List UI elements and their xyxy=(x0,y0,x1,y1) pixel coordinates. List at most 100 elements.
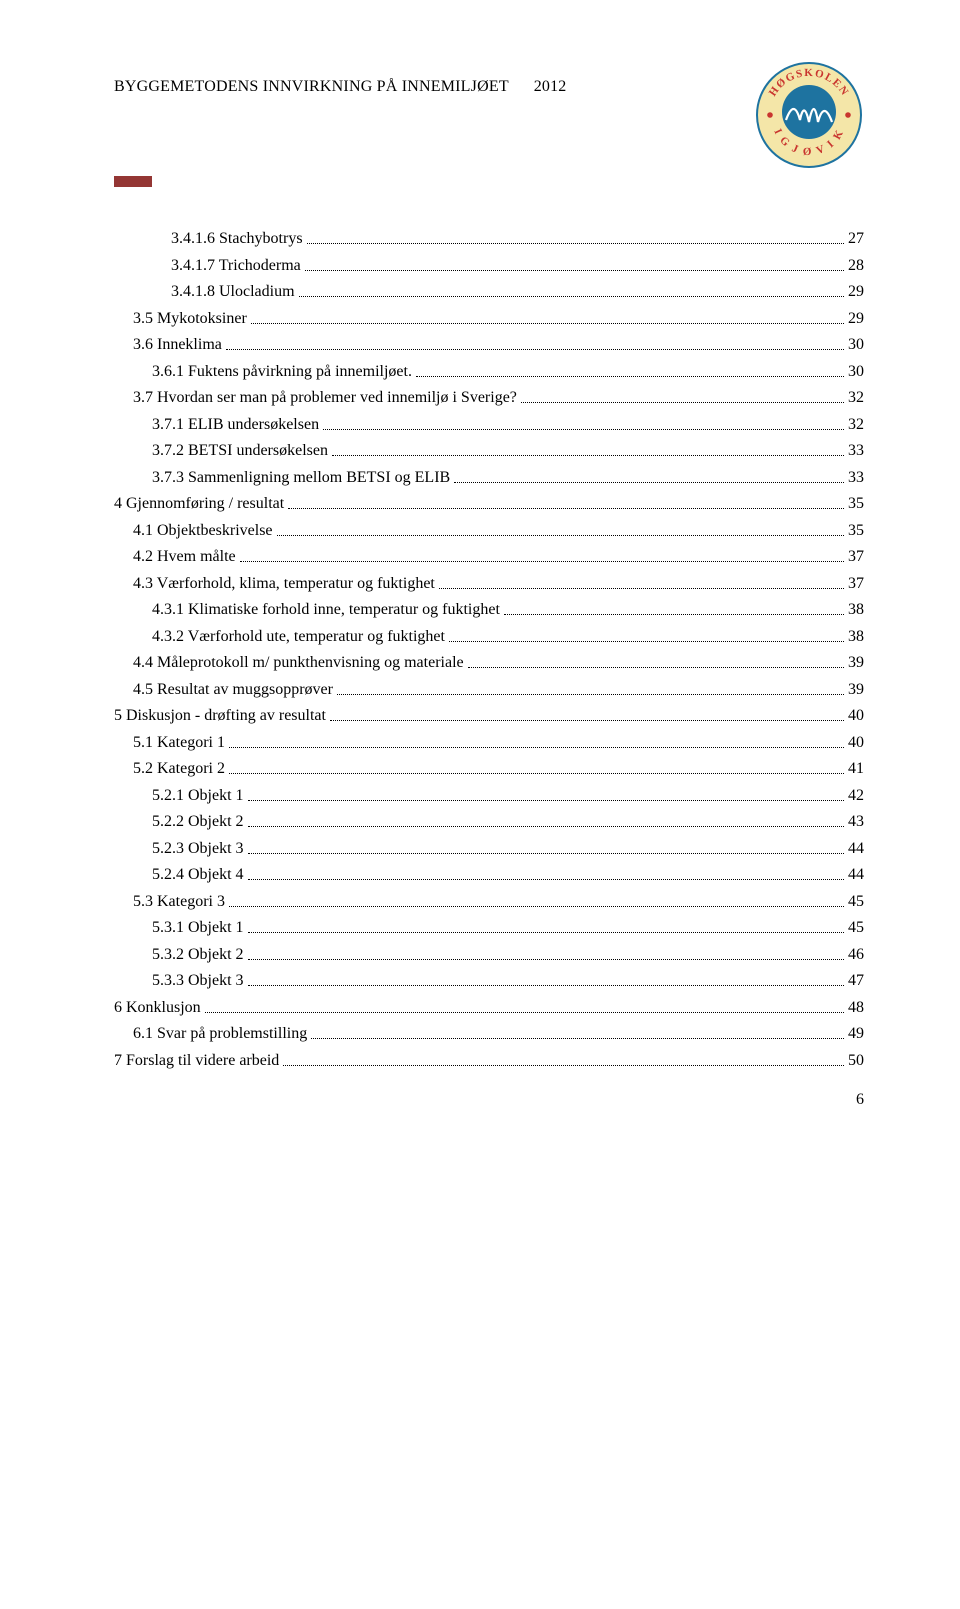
institution-logo: HØGSKOLEN I G J Ø V I K xyxy=(754,60,864,170)
toc-entry: 5.1 Kategori 140 xyxy=(133,735,864,751)
toc-entry: 4.3.1 Klimatiske forhold inne, temperatu… xyxy=(152,602,864,618)
page-number: 6 xyxy=(114,1091,864,1109)
toc-entry: 5 Diskusjon - drøfting av resultat40 xyxy=(114,708,864,724)
toc-entry: 6 Konklusjon48 xyxy=(114,1000,864,1016)
toc-entry-label: 3.6.1 Fuktens påvirkning på innemiljøet. xyxy=(152,364,412,380)
toc-leader-dots xyxy=(332,455,844,456)
toc-entry-label: 4.3.2 Værforhold ute, temperatur og fukt… xyxy=(152,629,445,645)
toc-entry: 5.3.2 Objekt 246 xyxy=(152,947,864,963)
toc-entry: 3.7 Hvordan ser man på problemer ved inn… xyxy=(133,390,864,406)
document-year: 2012 xyxy=(534,78,567,95)
toc-entry-page: 38 xyxy=(848,602,864,618)
toc-leader-dots xyxy=(311,1038,844,1039)
toc-entry: 5.2.4 Objekt 444 xyxy=(152,867,864,883)
toc-entry-page: 46 xyxy=(848,947,864,963)
toc-leader-dots xyxy=(248,879,844,880)
toc-entry-page: 39 xyxy=(848,655,864,671)
toc-entry: 5.3.1 Objekt 1 45 xyxy=(152,920,864,936)
toc-entry-label: 4.2 Hvem målte xyxy=(133,549,236,565)
toc-leader-dots xyxy=(449,641,844,642)
toc-entry: 4.1 Objektbeskrivelse 35 xyxy=(133,523,864,539)
toc-entry-label: 3.7.3 Sammenligning mellom BETSI og ELIB xyxy=(152,470,450,486)
toc-leader-dots xyxy=(229,906,844,907)
toc-entry-label: 3.7 Hvordan ser man på problemer ved inn… xyxy=(133,390,517,406)
toc-entry-page: 37 xyxy=(848,549,864,565)
toc-entry-label: 4 Gjennomføring / resultat xyxy=(114,496,284,512)
toc-entry-page: 28 xyxy=(848,258,864,274)
toc-leader-dots xyxy=(248,932,844,933)
toc-leader-dots xyxy=(416,376,844,377)
toc-entry-page: 40 xyxy=(848,708,864,724)
toc-entry-page: 30 xyxy=(848,364,864,380)
toc-entry: 3.7.3 Sammenligning mellom BETSI og ELIB… xyxy=(152,470,864,486)
toc-leader-dots xyxy=(439,588,844,589)
toc-entry-label: 3.7.1 ELIB undersøkelsen xyxy=(152,417,319,433)
toc-entry: 4.2 Hvem målte 37 xyxy=(133,549,864,565)
toc-entry-page: 30 xyxy=(848,337,864,353)
toc-entry: 5.3.3 Objekt 3 47 xyxy=(152,973,864,989)
toc-entry: 3.6 Inneklima 30 xyxy=(133,337,864,353)
toc-entry-page: 45 xyxy=(848,920,864,936)
toc-entry: 5.2 Kategori 2 41 xyxy=(133,761,864,777)
toc-entry-page: 41 xyxy=(848,761,864,777)
toc-entry-page: 33 xyxy=(848,470,864,486)
toc-leader-dots xyxy=(229,747,844,748)
toc-entry: 3.4.1.7 Trichoderma28 xyxy=(171,258,864,274)
toc-leader-dots xyxy=(248,985,844,986)
toc-entry: 4.5 Resultat av muggsopprøver 39 xyxy=(133,682,864,698)
toc-entry-page: 45 xyxy=(848,894,864,910)
toc-entry-label: 5.2 Kategori 2 xyxy=(133,761,225,777)
toc-leader-dots xyxy=(283,1065,844,1066)
toc-leader-dots xyxy=(299,296,844,297)
toc-entry-page: 32 xyxy=(848,390,864,406)
toc-entry-page: 47 xyxy=(848,973,864,989)
table-of-contents: 3.4.1.6 Stachybotrys27 3.4.1.7 Trichoderm… xyxy=(114,231,864,1069)
toc-entry-label: 4.3.1 Klimatiske forhold inne, temperatu… xyxy=(152,602,500,618)
toc-entry: 5.2.3 Objekt 344 xyxy=(152,841,864,857)
toc-entry-label: 4.5 Resultat av muggsopprøver xyxy=(133,682,333,698)
toc-leader-dots xyxy=(454,482,844,483)
toc-entry-label: 5.3.1 Objekt 1 xyxy=(152,920,244,936)
toc-leader-dots xyxy=(277,535,844,536)
toc-leader-dots xyxy=(305,270,844,271)
toc-leader-dots xyxy=(248,800,844,801)
toc-leader-dots xyxy=(307,243,844,244)
toc-entry-label: 6.1 Svar på problemstilling xyxy=(133,1026,307,1042)
toc-entry-page: 43 xyxy=(848,814,864,830)
toc-entry-label: 3.7.2 BETSI undersøkelsen xyxy=(152,443,328,459)
toc-entry: 5.2.1 Objekt 142 xyxy=(152,788,864,804)
toc-entry-page: 39 xyxy=(848,682,864,698)
toc-leader-dots xyxy=(248,959,844,960)
toc-entry-page: 33 xyxy=(848,443,864,459)
toc-entry-page: 27 xyxy=(848,231,864,247)
accent-bar xyxy=(114,176,152,187)
toc-leader-dots xyxy=(229,773,844,774)
toc-entry-page: 49 xyxy=(848,1026,864,1042)
toc-entry-label: 4.1 Objektbeskrivelse xyxy=(133,523,273,539)
toc-entry-label: 3.4.1.8 Ulocladium xyxy=(171,284,295,300)
toc-leader-dots xyxy=(323,429,844,430)
toc-entry-page: 48 xyxy=(848,1000,864,1016)
toc-leader-dots xyxy=(248,853,844,854)
header-title-block: BYGGEMETODENS INNVIRKNING PÅ INNEMILJØET… xyxy=(114,60,567,96)
toc-entry-page: 50 xyxy=(848,1053,864,1069)
toc-entry-label: 5.3 Kategori 3 xyxy=(133,894,225,910)
page-header: BYGGEMETODENS INNVIRKNING PÅ INNEMILJØET… xyxy=(114,60,864,170)
toc-entry-label: 5.3.3 Objekt 3 xyxy=(152,973,244,989)
toc-entry: 3.7.2 BETSI undersøkelsen 33 xyxy=(152,443,864,459)
toc-entry-page: 37 xyxy=(848,576,864,592)
toc-entry-page: 35 xyxy=(848,523,864,539)
toc-entry: 5.3 Kategori 3 45 xyxy=(133,894,864,910)
toc-leader-dots xyxy=(504,614,844,615)
toc-entry: 7 Forslag til videre arbeid50 xyxy=(114,1053,864,1069)
toc-entry: 3.7.1 ELIB undersøkelsen 32 xyxy=(152,417,864,433)
toc-entry-page: 32 xyxy=(848,417,864,433)
toc-entry-label: 3.6 Inneklima xyxy=(133,337,222,353)
toc-entry-page: 44 xyxy=(848,867,864,883)
toc-entry: 4.3.2 Værforhold ute, temperatur og fukt… xyxy=(152,629,864,645)
toc-leader-dots xyxy=(205,1012,844,1013)
toc-entry: 3.4.1.6 Stachybotrys27 xyxy=(171,231,864,247)
toc-leader-dots xyxy=(521,402,844,403)
toc-entry: 3.4.1.8 Ulocladium29 xyxy=(171,284,864,300)
toc-entry: 4.4 Måleprotokoll m/ punkthenvisning og … xyxy=(133,655,864,671)
